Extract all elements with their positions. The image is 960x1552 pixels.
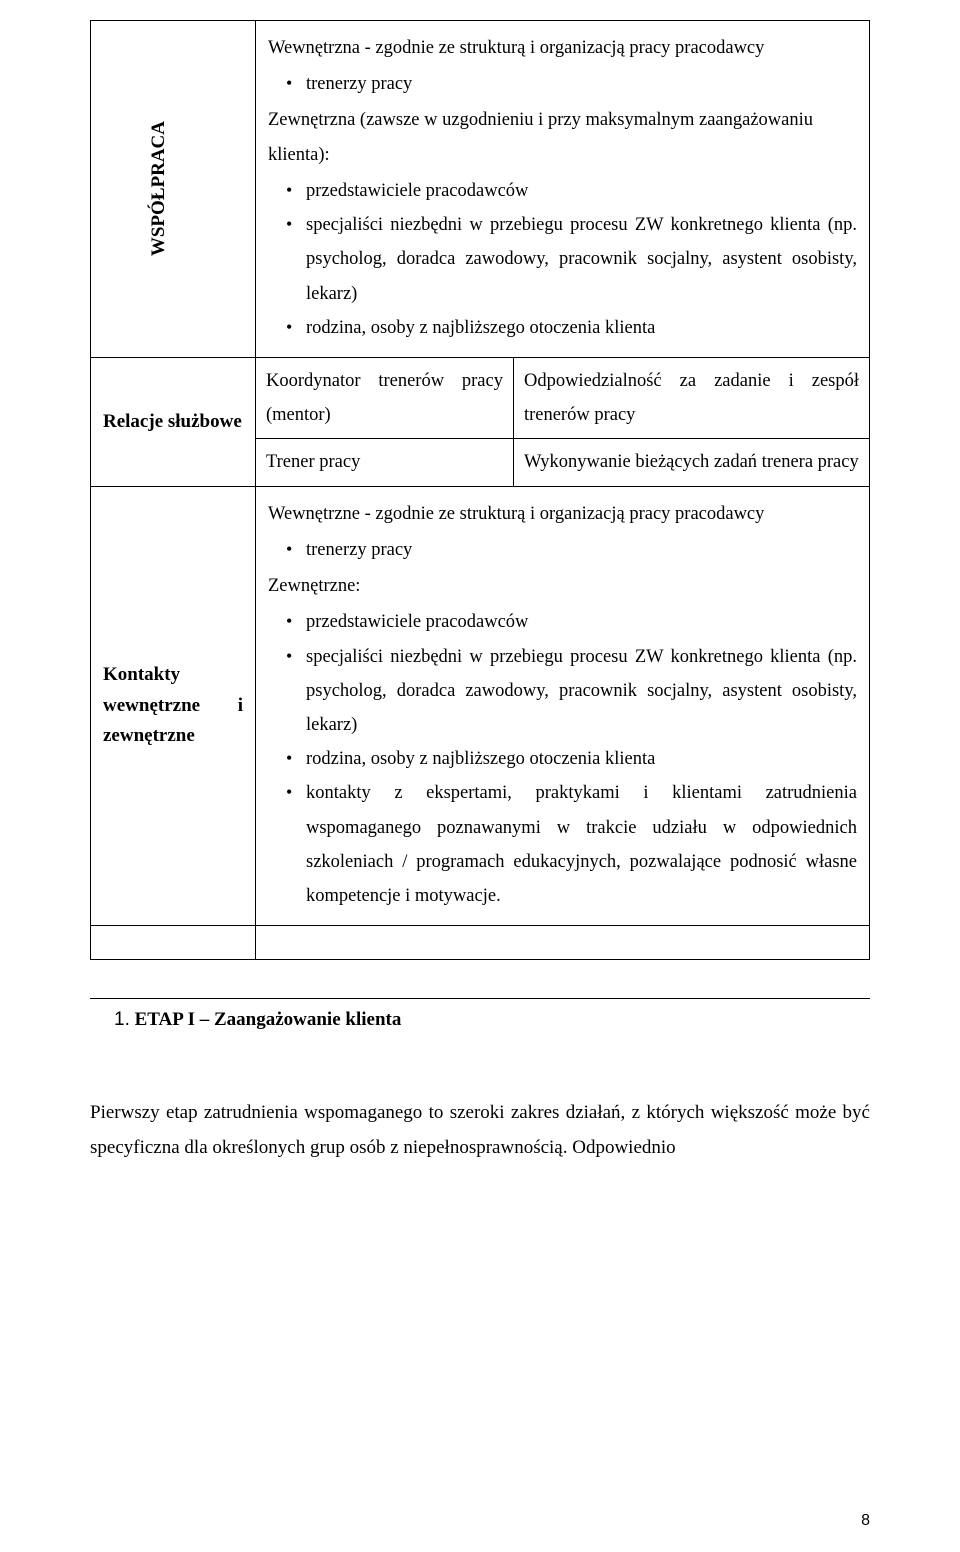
- list-item: specjaliści niezbędni w przebiegu proces…: [268, 640, 857, 743]
- empty-cell: [91, 926, 256, 960]
- page: WSPÓŁPRACA Wewnętrzna - zgodnie ze struk…: [0, 0, 960, 1552]
- list-item: rodzina, osoby z najbliższego otoczenia …: [268, 311, 857, 345]
- heading-number: 1.: [114, 1009, 130, 1030]
- empty-cell: [256, 926, 870, 960]
- list-item: kontakty z ekspertami, praktykami i klie…: [268, 776, 857, 913]
- inner-cell: Trener pracy: [256, 439, 513, 486]
- kontakty-content: Wewnętrzne - zgodnie ze strukturą i orga…: [256, 486, 870, 926]
- bullet-list: przedstawiciele pracodawców specjaliści …: [268, 605, 857, 913]
- body-paragraph: Pierwszy etap zatrudnienia wspomaganego …: [90, 1095, 870, 1165]
- text-line: Wewnętrzna - zgodnie ze strukturą i orga…: [268, 31, 857, 65]
- section-heading: 1. ETAP I – Zaangażowanie klienta: [114, 1009, 870, 1031]
- divider: [90, 998, 870, 999]
- inner-cell: Odpowiedzialność za zadanie i zespół tre…: [513, 358, 869, 439]
- bullet-list: trenerzy pracy: [268, 67, 857, 101]
- bullet-list: trenerzy pracy: [268, 533, 857, 567]
- list-item: trenerzy pracy: [268, 533, 857, 567]
- relacje-label: Relacje służbowe: [91, 357, 256, 486]
- vertical-label-cell: WSPÓŁPRACA: [91, 21, 256, 358]
- list-item: trenerzy pracy: [268, 67, 857, 101]
- heading-text: ETAP I – Zaangażowanie klienta: [135, 1009, 402, 1030]
- bullet-list: przedstawiciele pracodawców specjaliści …: [268, 174, 857, 345]
- wspolpraca-content: Wewnętrzna - zgodnie ze strukturą i orga…: [256, 21, 870, 358]
- vertical-label: WSPÓŁPRACA: [141, 121, 176, 256]
- text-line: Wewnętrzne - zgodnie ze strukturą i orga…: [268, 497, 857, 531]
- inner-cell: Koordynator trenerów pracy (mentor): [256, 358, 513, 439]
- table-kontakty: Kontakty wewnętrzne i zewnętrzne Wewnętr…: [90, 486, 870, 961]
- list-item: przedstawiciele pracodawców: [268, 174, 857, 208]
- list-item: przedstawiciele pracodawców: [268, 605, 857, 639]
- page-number: 8: [861, 1512, 870, 1530]
- text-line: klienta):: [268, 138, 857, 172]
- list-item: rodzina, osoby z najbliższego otoczenia …: [268, 742, 857, 776]
- list-item: specjaliści niezbędni w przebiegu proces…: [268, 208, 857, 311]
- table-wspolpraca: WSPÓŁPRACA Wewnętrzna - zgodnie ze struk…: [90, 20, 870, 487]
- text-line: Zewnętrzna (zawsze w uzgodnieniu i przy …: [268, 103, 857, 137]
- text-line: Zewnętrzne:: [268, 569, 857, 603]
- inner-cell: Wykonywanie bieżących zadań trenera prac…: [513, 439, 869, 486]
- relacje-content: Koordynator trenerów pracy (mentor) Odpo…: [256, 357, 870, 486]
- kontakty-label: Kontakty wewnętrzne i zewnętrzne: [91, 486, 256, 926]
- inner-table: Koordynator trenerów pracy (mentor) Odpo…: [256, 358, 869, 486]
